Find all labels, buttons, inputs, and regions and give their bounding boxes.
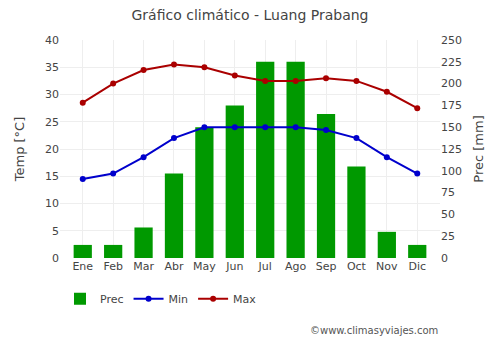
svg-text:125: 125	[441, 143, 462, 156]
svg-text:50: 50	[441, 208, 455, 221]
svg-text:Temp [°C]: Temp [°C]	[12, 117, 27, 183]
svg-text:Ene: Ene	[72, 260, 93, 273]
svg-text:10: 10	[45, 197, 59, 210]
svg-text:Sep: Sep	[316, 260, 337, 273]
svg-text:30: 30	[45, 88, 59, 101]
svg-text:250: 250	[441, 34, 462, 47]
svg-text:Gráfico climático - Luang Prab: Gráfico climático - Luang Prabang	[132, 7, 369, 23]
svg-text:0: 0	[52, 252, 59, 265]
svg-text:Dic: Dic	[408, 260, 426, 273]
svg-text:May: May	[193, 260, 216, 273]
svg-text:40: 40	[45, 34, 59, 47]
svg-text:©www.climasyviajes.com: ©www.climasyviajes.com	[310, 325, 438, 336]
svg-text:15: 15	[45, 170, 59, 183]
svg-text:Max: Max	[233, 293, 256, 306]
svg-text:20: 20	[45, 143, 59, 156]
svg-text:Prec [mm]: Prec [mm]	[471, 115, 486, 182]
svg-text:Nov: Nov	[376, 260, 398, 273]
svg-text:Ago: Ago	[285, 260, 307, 273]
svg-text:Abr: Abr	[164, 260, 184, 273]
svg-text:25: 25	[441, 230, 455, 243]
svg-text:0: 0	[441, 252, 448, 265]
svg-text:200: 200	[441, 77, 462, 90]
svg-text:100: 100	[441, 165, 462, 178]
svg-text:Jun: Jun	[225, 260, 243, 273]
svg-text:75: 75	[441, 186, 455, 199]
svg-text:25: 25	[45, 116, 59, 129]
svg-text:Feb: Feb	[103, 260, 122, 273]
svg-text:35: 35	[45, 61, 59, 74]
svg-text:225: 225	[441, 56, 462, 69]
svg-text:Prec: Prec	[100, 293, 124, 306]
svg-text:5: 5	[52, 225, 59, 238]
svg-text:175: 175	[441, 99, 462, 112]
svg-text:Jul: Jul	[258, 260, 272, 273]
svg-text:150: 150	[441, 121, 462, 134]
svg-text:Oct: Oct	[347, 260, 367, 273]
svg-text:Min: Min	[169, 293, 189, 306]
svg-text:Mar: Mar	[133, 260, 154, 273]
